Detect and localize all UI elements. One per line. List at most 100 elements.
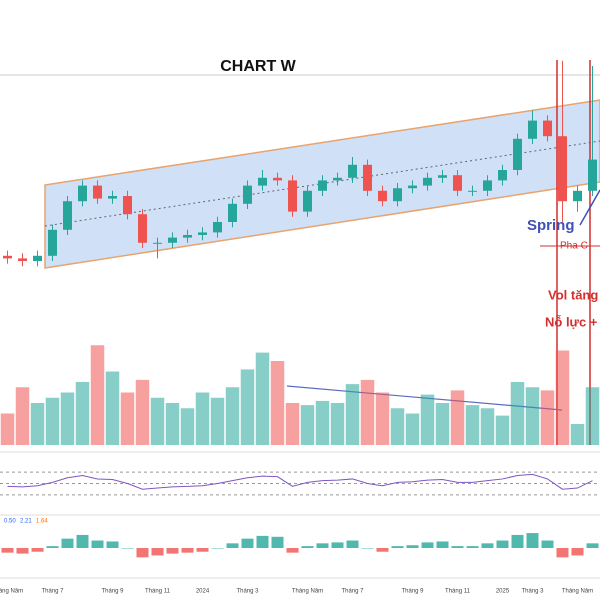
- volume-bar: [420, 394, 435, 445]
- candle-body: [303, 190, 312, 212]
- x-tick-label: Tháng 7: [41, 589, 64, 595]
- volume-bar: [210, 397, 225, 445]
- volume-bar: [180, 408, 195, 445]
- macd-bar: [331, 542, 344, 548]
- volume-bar: [120, 392, 135, 445]
- candle-body: [33, 255, 42, 261]
- volume-bar: [345, 384, 360, 445]
- macd-bar: [196, 548, 209, 552]
- macd-bar: [436, 541, 449, 548]
- volume-bar: [75, 382, 90, 445]
- candle-body: [78, 185, 87, 202]
- candle-body: [18, 258, 27, 261]
- candle-body: [123, 196, 132, 215]
- volume-bar: [405, 413, 420, 445]
- macd-bar: [271, 536, 284, 548]
- macd-bar: [31, 548, 44, 552]
- volume-bar: [105, 371, 120, 445]
- volume-bar: [465, 405, 480, 445]
- macd-bar: [451, 546, 464, 548]
- rsi-line: [7, 473, 593, 490]
- macd-bar: [61, 538, 74, 548]
- volume-bar: [525, 387, 540, 445]
- macd-bar: [421, 542, 434, 548]
- candle-body: [63, 201, 72, 230]
- candle-body: [363, 164, 372, 191]
- macd-bar: [496, 540, 509, 548]
- volume-bar: [315, 400, 330, 445]
- volume-bar: [480, 408, 495, 445]
- candle-body: [573, 190, 582, 202]
- volume-bar: [360, 379, 375, 445]
- macd-bar: [91, 540, 104, 548]
- x-tick-label: Tháng 7: [341, 589, 364, 595]
- candle-body: [408, 185, 417, 189]
- volume-bar: [495, 415, 510, 445]
- x-tick-label: Tháng Năm: [292, 589, 323, 595]
- volume-bar: [570, 424, 585, 445]
- macd-bar: [346, 540, 359, 548]
- macd-bar: [46, 546, 59, 548]
- candle-body: [183, 235, 192, 238]
- candle-body: [3, 255, 12, 259]
- macd-bar: [241, 538, 254, 548]
- candle-body: [288, 180, 297, 212]
- macd-bar: [361, 548, 374, 549]
- candle-body: [513, 138, 522, 170]
- volume-bar: [90, 345, 105, 445]
- macd-bar: [211, 548, 224, 549]
- arrow: [579, 189, 600, 226]
- macd-bar: [76, 534, 89, 548]
- x-tick-label: Tháng 11: [445, 589, 471, 595]
- volume-bar: [540, 390, 555, 445]
- candle-body: [168, 237, 177, 243]
- volume-bar: [435, 403, 450, 445]
- candle-body: [333, 177, 342, 181]
- candle-body: [453, 175, 462, 191]
- candle-body: [213, 222, 222, 233]
- volume-bar: [195, 392, 210, 445]
- macd-bar: [136, 548, 149, 558]
- macd-bar: [376, 548, 389, 552]
- candle-body: [93, 185, 102, 199]
- volume-bar: [255, 352, 270, 445]
- macd-bar: [121, 548, 134, 549]
- volume-bar: [135, 379, 150, 445]
- macd-bar: [286, 548, 299, 553]
- volume-bar: [450, 390, 465, 445]
- candle-body: [258, 177, 267, 186]
- macd-bar: [556, 548, 569, 558]
- x-tick-label: Tháng 9: [101, 589, 124, 595]
- candle-body: [243, 185, 252, 204]
- annotation: Vol tăng: [548, 287, 598, 302]
- candle-body: [318, 180, 327, 191]
- macd-bar: [106, 541, 119, 548]
- candle-body: [588, 159, 597, 191]
- x-tick-label: Tháng Năm: [0, 589, 23, 595]
- macd-readout: 0.50: [4, 519, 16, 525]
- macd-bar: [316, 543, 329, 548]
- macd-bar: [256, 535, 269, 548]
- volume-bar: [285, 403, 300, 445]
- x-tick-label: 2025: [496, 589, 510, 595]
- macd-bar: [151, 548, 164, 556]
- candle-body: [378, 190, 387, 202]
- candle-body: [423, 177, 432, 186]
- macd-readout: 2.21: [20, 519, 32, 525]
- macd-bar: [466, 546, 479, 548]
- macd-bar: [406, 545, 419, 548]
- volume-bar: [150, 397, 165, 445]
- macd-bar: [166, 548, 179, 554]
- x-tick-label: 2024: [196, 589, 210, 595]
- candle-body: [153, 242, 162, 244]
- volume-bar: [30, 403, 45, 445]
- candle-body: [108, 196, 117, 199]
- macd-bar: [481, 543, 494, 548]
- candle-body: [558, 136, 567, 202]
- macd-bar: [571, 548, 584, 556]
- macd-bar: [301, 546, 314, 548]
- volume-bar: [300, 405, 315, 445]
- volume-bar: [510, 382, 525, 445]
- macd-bar: [1, 548, 14, 553]
